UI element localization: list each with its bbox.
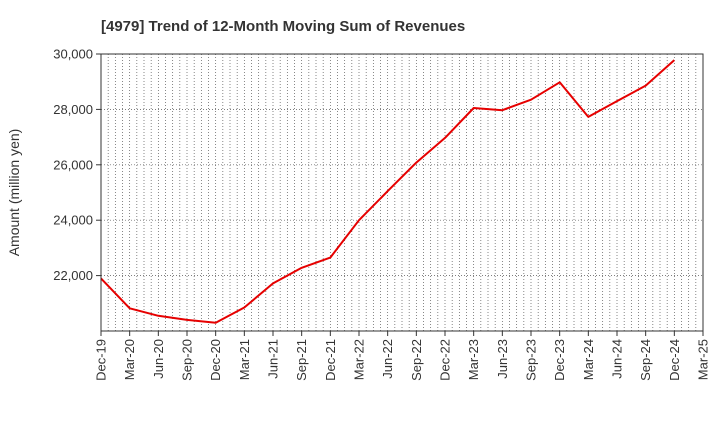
x-tick-label: Mar-22 xyxy=(352,339,367,380)
x-axis-ticks: Dec-19 Mar-20 Jun-20 Sep-20 Dec-20 Mar-21 Jun-… xyxy=(94,331,711,381)
x-tick-label: Jun-23 xyxy=(495,339,510,379)
x-tick-label: Jun-24 xyxy=(610,339,625,379)
x-tick-label: Sep-23 xyxy=(524,339,539,381)
y-tick-label: 30,000 xyxy=(53,47,93,62)
x-tick-label: Mar-23 xyxy=(466,339,481,380)
y-tick-label: 24,000 xyxy=(53,213,93,228)
x-tick-label: Jun-22 xyxy=(380,339,395,379)
plot-frame xyxy=(100,53,704,332)
series-line xyxy=(100,59,675,324)
x-tick-label: Sep-20 xyxy=(180,339,195,381)
x-tick-label: Dec-20 xyxy=(208,339,223,381)
y-tick-label: 28,000 xyxy=(53,102,93,117)
y-tick-label: 26,000 xyxy=(53,157,93,172)
x-tick-label: Mar-20 xyxy=(122,339,137,380)
x-tick-label: Dec-24 xyxy=(667,339,682,381)
grid-lines xyxy=(101,54,703,331)
x-tick-label: Jun-21 xyxy=(266,339,281,379)
x-tick-label: Sep-24 xyxy=(638,339,653,381)
x-tick-label: Sep-22 xyxy=(409,339,424,381)
x-tick-label: Mar-21 xyxy=(237,339,252,380)
x-tick-label: Jun-20 xyxy=(151,339,166,379)
x-tick-label: Dec-22 xyxy=(438,339,453,381)
x-tick-label: Mar-25 xyxy=(696,339,711,380)
y-axis-ticks: 22,000 24,000 26,000 28,000 30,000 xyxy=(53,47,101,283)
chart-title: [4979] Trend of 12-Month Moving Sum of R… xyxy=(101,18,465,35)
series-group xyxy=(100,59,675,324)
x-tick-label: Dec-23 xyxy=(552,339,567,381)
x-tick-label: Dec-21 xyxy=(323,339,338,381)
y-tick-label: 22,000 xyxy=(53,268,93,283)
x-tick-label: Mar-24 xyxy=(581,339,596,380)
y-axis-label: Amount (million yen) xyxy=(6,129,22,257)
x-tick-label: Sep-21 xyxy=(294,339,309,381)
x-tick-label: Dec-19 xyxy=(94,339,109,381)
